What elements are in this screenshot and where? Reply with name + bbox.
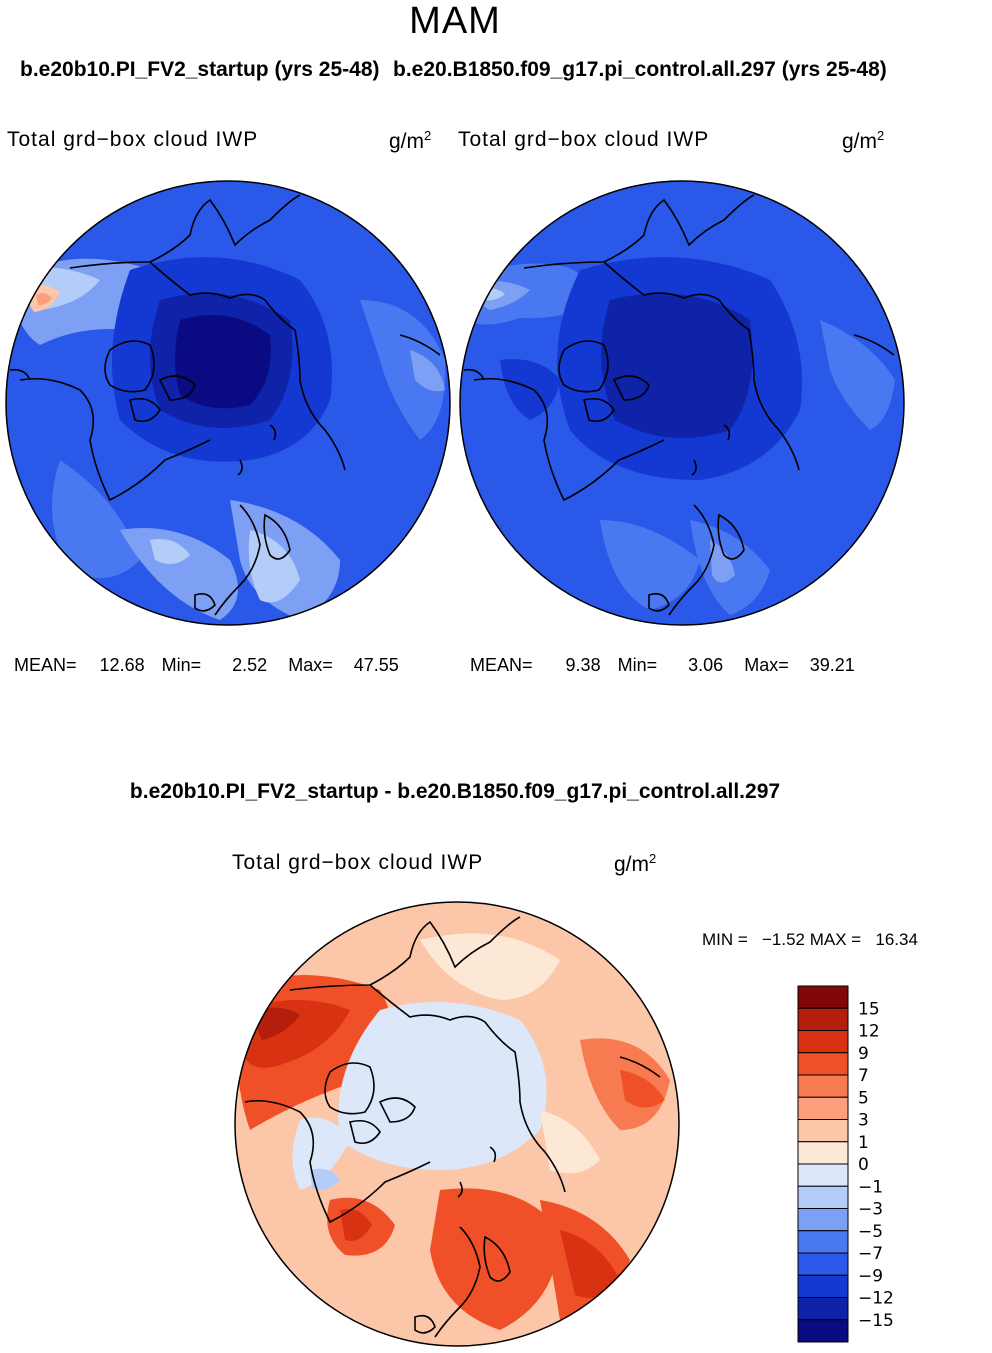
diff-colorbar-swatch [797, 1208, 849, 1232]
diff-colorbar-swatch [797, 1319, 849, 1343]
diff-polar-map [235, 902, 679, 1346]
right-max-label: Max= [744, 655, 789, 675]
right-min-value: 3.06 [688, 655, 724, 675]
diff-colorbar-swatch [797, 1230, 849, 1254]
right-max-value: 39.21 [809, 655, 855, 675]
left-case-title: b.e20b10.PI_FV2_startup (yrs 25-48) [20, 58, 380, 81]
right-polar-map [460, 181, 904, 625]
right-map-border [459, 180, 905, 626]
right-min-label: Min= [617, 655, 658, 675]
diff-colorbar-swatch [797, 1141, 849, 1165]
left-map-border [5, 180, 451, 626]
diff-colorbar-tick: −5 [858, 1222, 883, 1242]
diff-colorbar-tick: −15 [858, 1311, 894, 1331]
diff-colorbar-tick: 3 [858, 1111, 869, 1131]
right-units-exp: 2 [877, 128, 885, 143]
diff-colorbar-swatch [797, 1007, 849, 1031]
left-max-label: Max= [288, 655, 333, 675]
diff-colorbar-tick: 12 [858, 1022, 880, 1042]
diff-colorbar-tick: −12 [858, 1289, 894, 1309]
diff-colorbar-tick: 15 [858, 999, 880, 1019]
diff-colorbar-swatch [797, 1185, 849, 1209]
diff-colorbar-swatch [797, 1297, 849, 1321]
diff-colorbar-tick: −7 [858, 1244, 883, 1264]
left-variable-label: Total grd−box cloud IWP [7, 128, 259, 151]
diff-colorbar-tick: −9 [858, 1266, 883, 1286]
left-min-value: 2.52 [232, 655, 268, 675]
diff-colorbar-swatch [797, 1252, 849, 1276]
diff-colorbar-swatch [797, 1096, 849, 1120]
diff-title: b.e20b10.PI_FV2_startup - b.e20.B1850.f0… [129, 780, 781, 803]
diff-colorbar-swatch [797, 1030, 849, 1054]
right-units: g/m [842, 130, 878, 153]
diff-colorbar-tick: 9 [858, 1044, 869, 1064]
left-polar-map [6, 181, 450, 625]
diff-colorbar-tick: −1 [858, 1177, 883, 1197]
page-title: MAM [409, 0, 501, 42]
diff-colorbar-swatch [797, 1052, 849, 1076]
left-mean-value: 12.68 [99, 655, 145, 675]
diff-units: g/m [614, 853, 650, 876]
right-case-title: b.e20.B1850.f09_g17.pi_control.all.297 (… [393, 58, 887, 81]
diff-units-exp: 2 [649, 851, 657, 866]
diff-colorbar-tick: 7 [858, 1066, 869, 1086]
diff-colorbar-swatch [797, 1119, 849, 1143]
left-units-exp: 2 [424, 128, 432, 143]
diff-minmax: MIN = −1.52 MAX = 16.34 [702, 930, 918, 949]
diff-colorbar-tick: 1 [858, 1133, 869, 1153]
left-mean-label: MEAN= [14, 655, 77, 675]
diff-colorbar-swatch [797, 1274, 849, 1298]
right-stats: MEAN= 9.38 Min= 3.06 Max= 39.21 [470, 655, 855, 676]
left-stats: MEAN= 12.68 Min= 2.52 Max= 47.55 [14, 655, 399, 676]
right-units-label: g/m2 [842, 128, 884, 154]
left-min-label: Min= [161, 655, 202, 675]
diff-colorbar-swatch [797, 985, 849, 1009]
right-mean-value: 9.38 [565, 655, 601, 675]
left-units: g/m [389, 130, 425, 153]
polar-maps-svg: 110203040506080 110203040506080 [5, 180, 905, 626]
diff-variable-label: Total grd−box cloud IWP [232, 851, 484, 874]
diff-map-border [234, 901, 680, 1347]
right-mean-label: MEAN= [470, 655, 533, 675]
right-variable-label: Total grd−box cloud IWP [458, 128, 710, 151]
diff-colorbar-tick: −3 [858, 1200, 883, 1220]
diff-colorbar-swatch [797, 1074, 849, 1098]
diff-colorbar-tick: 5 [858, 1088, 869, 1108]
left-max-value: 47.55 [353, 655, 399, 675]
diff-units-label: g/m2 [614, 851, 656, 877]
left-units-label: g/m2 [389, 128, 431, 154]
diff-colorbar-swatch [797, 1163, 849, 1187]
diff-colorbar-tick: 0 [858, 1155, 869, 1175]
